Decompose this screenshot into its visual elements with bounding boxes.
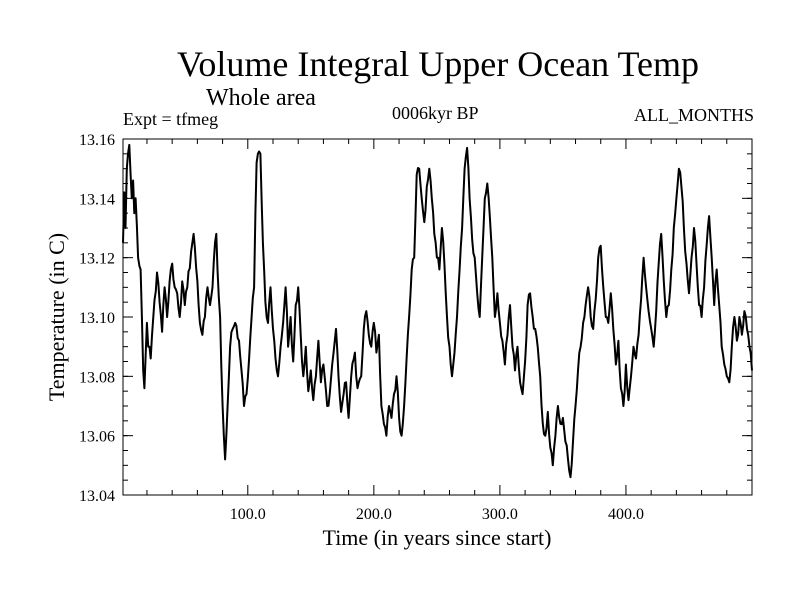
y-tick-label: 13.12 — [79, 251, 115, 268]
experiment-label: Expt = tfmeg — [123, 109, 219, 129]
x-tick-label: 200.0 — [356, 506, 392, 523]
x-tick-label: 100.0 — [230, 506, 266, 523]
chart-title: Volume Integral Upper Ocean Temp — [177, 44, 699, 84]
y-tick-label: 13.10 — [79, 310, 115, 327]
y-tick-label: 13.14 — [79, 191, 115, 208]
series-line-temperature — [122, 143, 753, 479]
y-tick-label: 13.06 — [79, 429, 115, 446]
plot-frame — [122, 138, 753, 496]
x-axis-label: Time (in years since start) — [323, 525, 552, 550]
y-tick-label: 13.04 — [79, 488, 115, 505]
chart-subtitle: Whole area — [206, 85, 316, 111]
x-tick-label: 300.0 — [482, 506, 518, 523]
x-axis-ticks: 100.0 200.0 300.0 400.0 — [146, 139, 728, 523]
y-tick-label: 13.08 — [79, 369, 115, 386]
x-tick-label: 400.0 — [608, 506, 644, 523]
y-axis-label: Temperature (in C) — [44, 233, 69, 401]
season-label: ALL_MONTHS — [634, 105, 754, 125]
period-label: 0006kyr BP — [392, 103, 479, 123]
y-tick-label: 13.16 — [79, 132, 115, 149]
